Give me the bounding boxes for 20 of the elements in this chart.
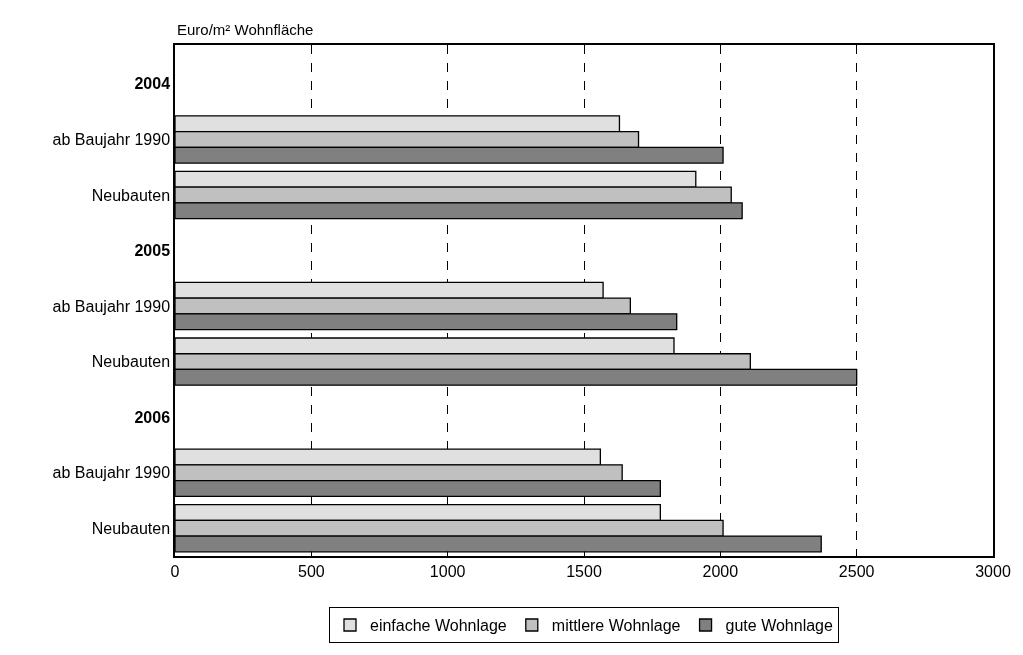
x-tick-label: 0 xyxy=(170,562,180,580)
legend-label: einfache Wohnlage xyxy=(370,617,507,635)
y-tick-label: ab Baujahr 1990 xyxy=(52,131,171,149)
y-tick-label: 2006 xyxy=(134,408,171,426)
x-tick-label: 500 xyxy=(297,562,325,580)
y-tick-label: 2004 xyxy=(134,75,171,93)
text: Euro/m² Wohnfläche xyxy=(177,21,314,38)
legend-label: mittlere Wohnlage xyxy=(551,617,681,635)
y-tick-label: 2005 xyxy=(134,242,171,260)
x-tick-label: 2500 xyxy=(838,562,875,580)
y-tick-label: ab Baujahr 1990 xyxy=(52,297,171,315)
x-tick-label: 3000 xyxy=(975,562,1011,580)
legend-label: gute Wohnlage xyxy=(725,617,833,635)
y-tick-label: Neubauten xyxy=(91,519,171,537)
y-tick-label: Neubauten xyxy=(91,353,171,371)
y-tick-label: Neubauten xyxy=(91,186,171,204)
x-tick-label: 1000 xyxy=(429,562,466,580)
x-tick-label: 1500 xyxy=(566,562,602,580)
x-tick-label: 2000 xyxy=(702,562,739,580)
y-tick-label: ab Baujahr 1990 xyxy=(52,464,171,482)
